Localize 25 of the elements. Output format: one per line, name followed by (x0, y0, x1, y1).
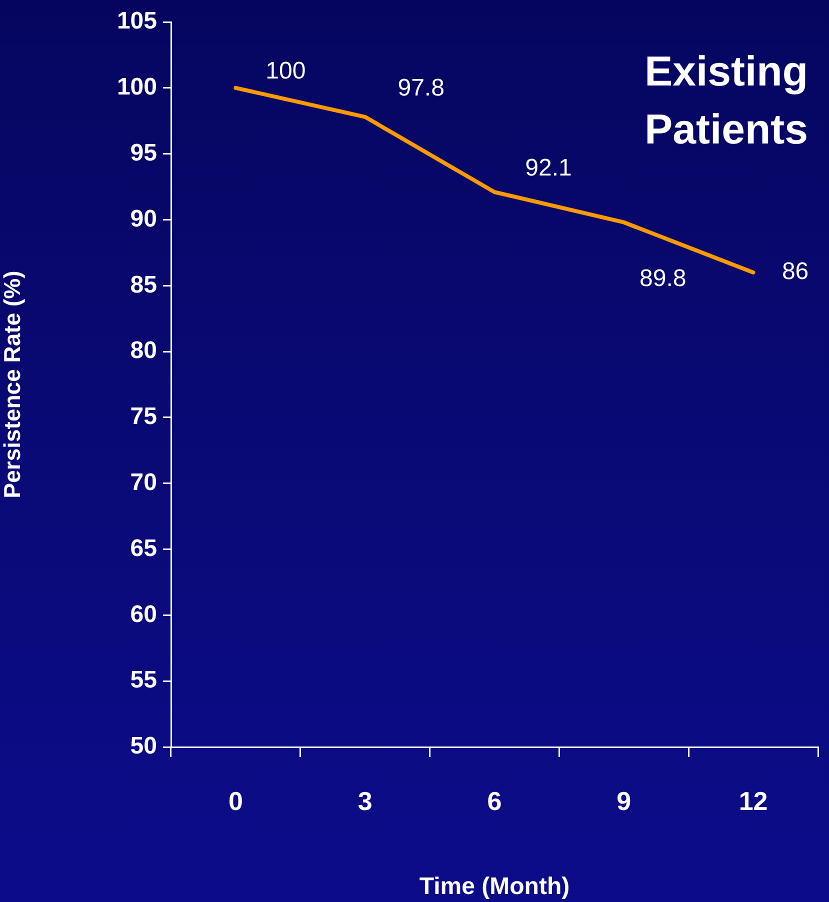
x-tick-label: 9 (616, 786, 632, 816)
x-tick-label: 3 (358, 786, 372, 816)
x-tick-label: 0 (228, 786, 243, 816)
y-tick-label: 90 (130, 205, 157, 232)
text: Existing Patients (644, 48, 808, 153)
y-tick-label: 105 (116, 8, 157, 35)
y-tick-label: 65 (130, 534, 157, 562)
y-tick-label: 85 (130, 271, 157, 298)
data-label: 97.8 (398, 74, 444, 102)
data-label: 89.8 (640, 264, 686, 292)
data-label: 92.1 (525, 154, 572, 182)
y-tick-label: 80 (130, 337, 157, 364)
x-tick-label: 6 (487, 786, 502, 816)
y-tick-label: 100 (116, 74, 157, 101)
data-label: 100 (266, 58, 306, 85)
y-tick-label: 55 (130, 666, 157, 694)
y-tick-label: 50 (130, 732, 157, 760)
x-tick-label: 12 (738, 786, 768, 816)
y-axis-title: Persistence Rate (%) (0, 270, 26, 498)
x-axis-title: Time (Month) (419, 873, 570, 900)
data-label: 86 (782, 258, 809, 286)
y-tick-label: 60 (130, 600, 157, 628)
y-tick-label: 95 (130, 139, 157, 166)
y-tick-label: 70 (130, 468, 157, 496)
y-tick-label: 75 (130, 403, 157, 430)
